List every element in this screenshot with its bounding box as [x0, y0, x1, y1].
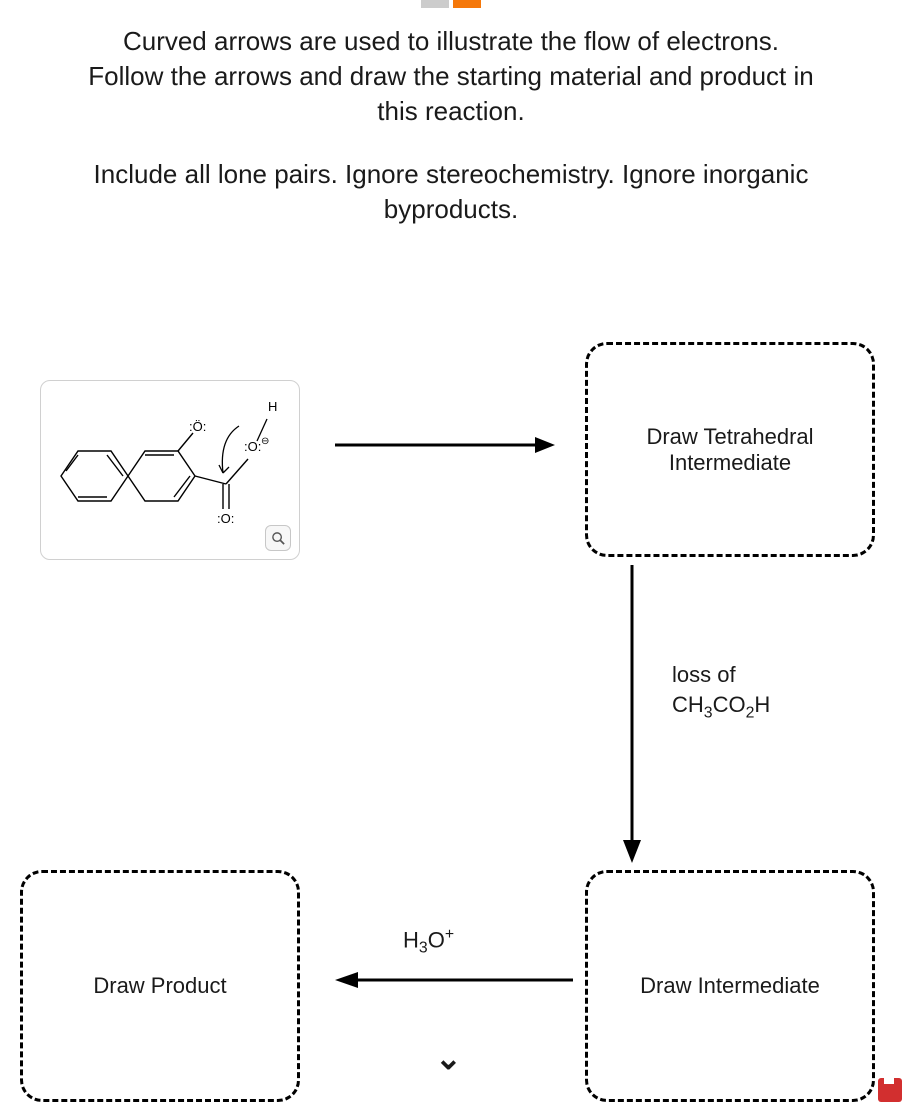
progress-segment-gray — [421, 0, 449, 8]
svg-text:⊖: ⊖ — [261, 436, 269, 447]
prompt-line: this reaction. — [377, 96, 524, 126]
loss-label: loss of CH3CO2H — [672, 660, 770, 723]
prompt-line: Follow the arrows and draw the starting … — [88, 61, 813, 91]
svg-text::O:: :O: — [244, 439, 261, 454]
ch3co2h-text: CH3CO2H — [672, 692, 770, 717]
draw-tetrahedral-box[interactable]: Draw Tetrahedral Intermediate — [585, 342, 875, 557]
box-label-line1: Draw Tetrahedral — [646, 424, 813, 449]
loss-of-text: loss of — [672, 662, 736, 687]
question-prompt: Curved arrows are used to illustrate the… — [40, 24, 862, 227]
h3o-plus-label: H3O+ — [403, 926, 454, 958]
svg-text:H: H — [268, 399, 277, 414]
box-label: Draw Tetrahedral Intermediate — [646, 424, 813, 476]
prompt-paragraph-2: Include all lone pairs. Ignore stereoche… — [40, 157, 862, 227]
molecule-diagram: :Ö: :O: :O: ⊖ H — [41, 381, 301, 561]
draw-intermediate-box[interactable]: Draw Intermediate — [585, 870, 875, 1102]
magnifier-icon — [271, 531, 286, 546]
progress-segment-orange — [453, 0, 481, 8]
reaction-arrow-3 — [318, 965, 578, 995]
prompt-line: Include all lone pairs. Ignore stereoche… — [94, 159, 809, 189]
prompt-paragraph-1: Curved arrows are used to illustrate the… — [40, 24, 862, 129]
progress-indicator — [421, 0, 481, 8]
draw-product-box[interactable]: Draw Product — [20, 870, 300, 1102]
prompt-line: Curved arrows are used to illustrate the… — [123, 26, 779, 56]
zoom-button[interactable] — [265, 525, 291, 551]
box-label: Draw Intermediate — [640, 973, 820, 999]
svg-text::O:: :O: — [217, 511, 234, 526]
svg-text::Ö:: :Ö: — [189, 419, 206, 434]
red-corner-icon — [870, 1070, 902, 1102]
reaction-arrow-2 — [612, 560, 652, 870]
prompt-line: byproducts. — [384, 194, 518, 224]
box-label-line2: Intermediate — [669, 450, 791, 475]
box-label: Draw Product — [93, 973, 226, 999]
reaction-arrow-1 — [330, 430, 560, 460]
chevron-down-icon[interactable]: ⌄ — [435, 1042, 462, 1074]
starting-material-structure[interactable]: :Ö: :O: :O: ⊖ H — [40, 380, 300, 560]
